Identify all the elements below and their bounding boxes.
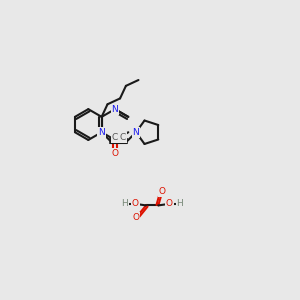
Text: H: H	[121, 200, 128, 208]
Text: N: N	[98, 128, 105, 137]
Text: N: N	[133, 128, 140, 137]
Text: O: O	[159, 187, 166, 196]
Text: O: O	[166, 200, 173, 208]
Text: O: O	[133, 213, 140, 222]
Text: O: O	[132, 200, 139, 208]
Text: N: N	[112, 105, 118, 114]
Text: O: O	[112, 149, 118, 158]
Text: C: C	[112, 133, 118, 142]
Text: H: H	[177, 200, 183, 208]
Text: C: C	[119, 133, 126, 142]
